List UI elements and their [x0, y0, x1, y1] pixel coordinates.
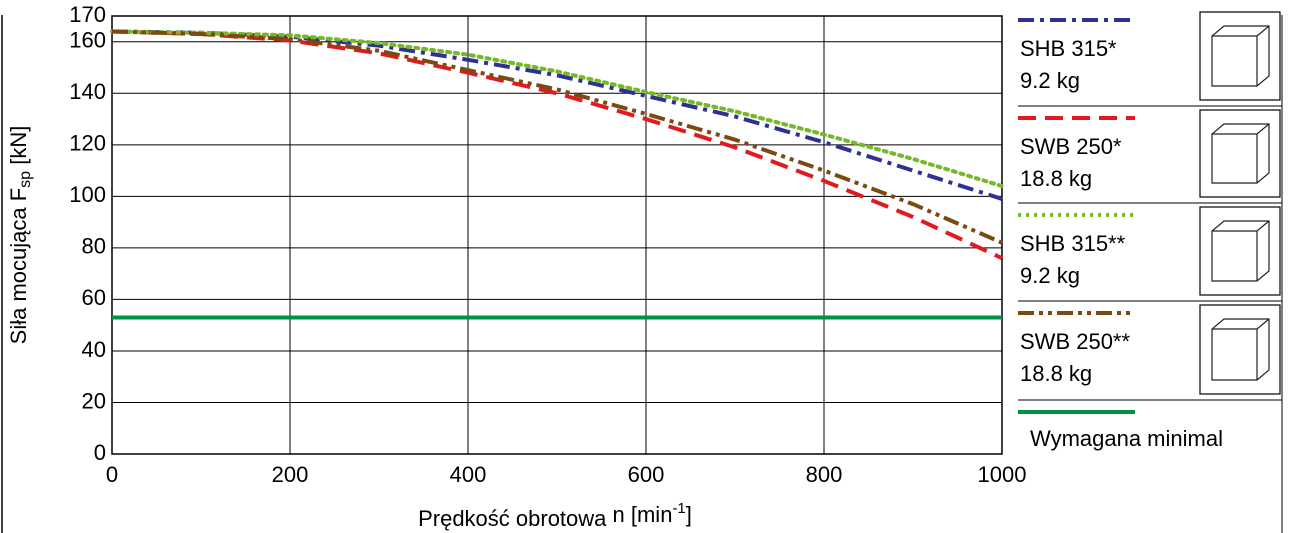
legend-weight: 9.2 kg: [1020, 68, 1080, 93]
legend-icon: [1211, 25, 1270, 87]
legend-label: SWB 250**: [1020, 329, 1130, 354]
legend-weight: 18.8 kg: [1020, 166, 1092, 191]
x-axis-label: Prędkość obrotowa n [min-1]: [418, 500, 692, 531]
legend-icon: [1211, 123, 1270, 184]
x-tick-label: 600: [628, 462, 665, 487]
x-tick-label: 200: [272, 462, 309, 487]
y-tick-label: 40: [82, 337, 106, 362]
legend-frames: [1018, 11, 1282, 401]
x-tick-label: 400: [450, 462, 487, 487]
y-tick-label: 100: [69, 182, 106, 207]
plot-frame: [111, 15, 1003, 455]
legend-icon-frame: [1199, 206, 1281, 296]
y-tick-label: 60: [82, 285, 106, 310]
y-axis-label: Siła mocująca Fsp [kN]: [6, 126, 34, 345]
series-line: [111, 29, 1003, 201]
y-tick-label: 170: [69, 2, 106, 27]
x-tick-label: 0: [106, 462, 118, 487]
series-line: [111, 29, 1003, 245]
legend-label: SHB 315*: [1020, 36, 1117, 61]
y-tick-label: 20: [82, 388, 106, 413]
y-tick-label: 140: [69, 79, 106, 104]
legend-label: SWB 250*: [1020, 134, 1122, 159]
y-tick-label: 120: [69, 131, 106, 156]
legend-icon: [1211, 318, 1270, 381]
legend-weight: 9.2 kg: [1020, 263, 1080, 288]
legend-icon: [1211, 220, 1270, 282]
legend-icon-frame: [1199, 11, 1281, 101]
y-tick-label: 80: [82, 234, 106, 259]
y-tick-label: 0: [94, 440, 106, 465]
legend-icon-frame: [1199, 304, 1281, 395]
y-tick-label: 160: [69, 28, 106, 53]
legend-icon-frame: [1199, 109, 1281, 198]
x-tick-label: 1000: [978, 462, 1027, 487]
legend-label: Wymagana minimal: [1030, 426, 1223, 451]
legend-label: SHB 315**: [1020, 231, 1126, 256]
x-tick-label: 800: [806, 462, 843, 487]
series-line: [110, 29, 1004, 189]
legend-weight: 18.8 kg: [1020, 361, 1092, 386]
